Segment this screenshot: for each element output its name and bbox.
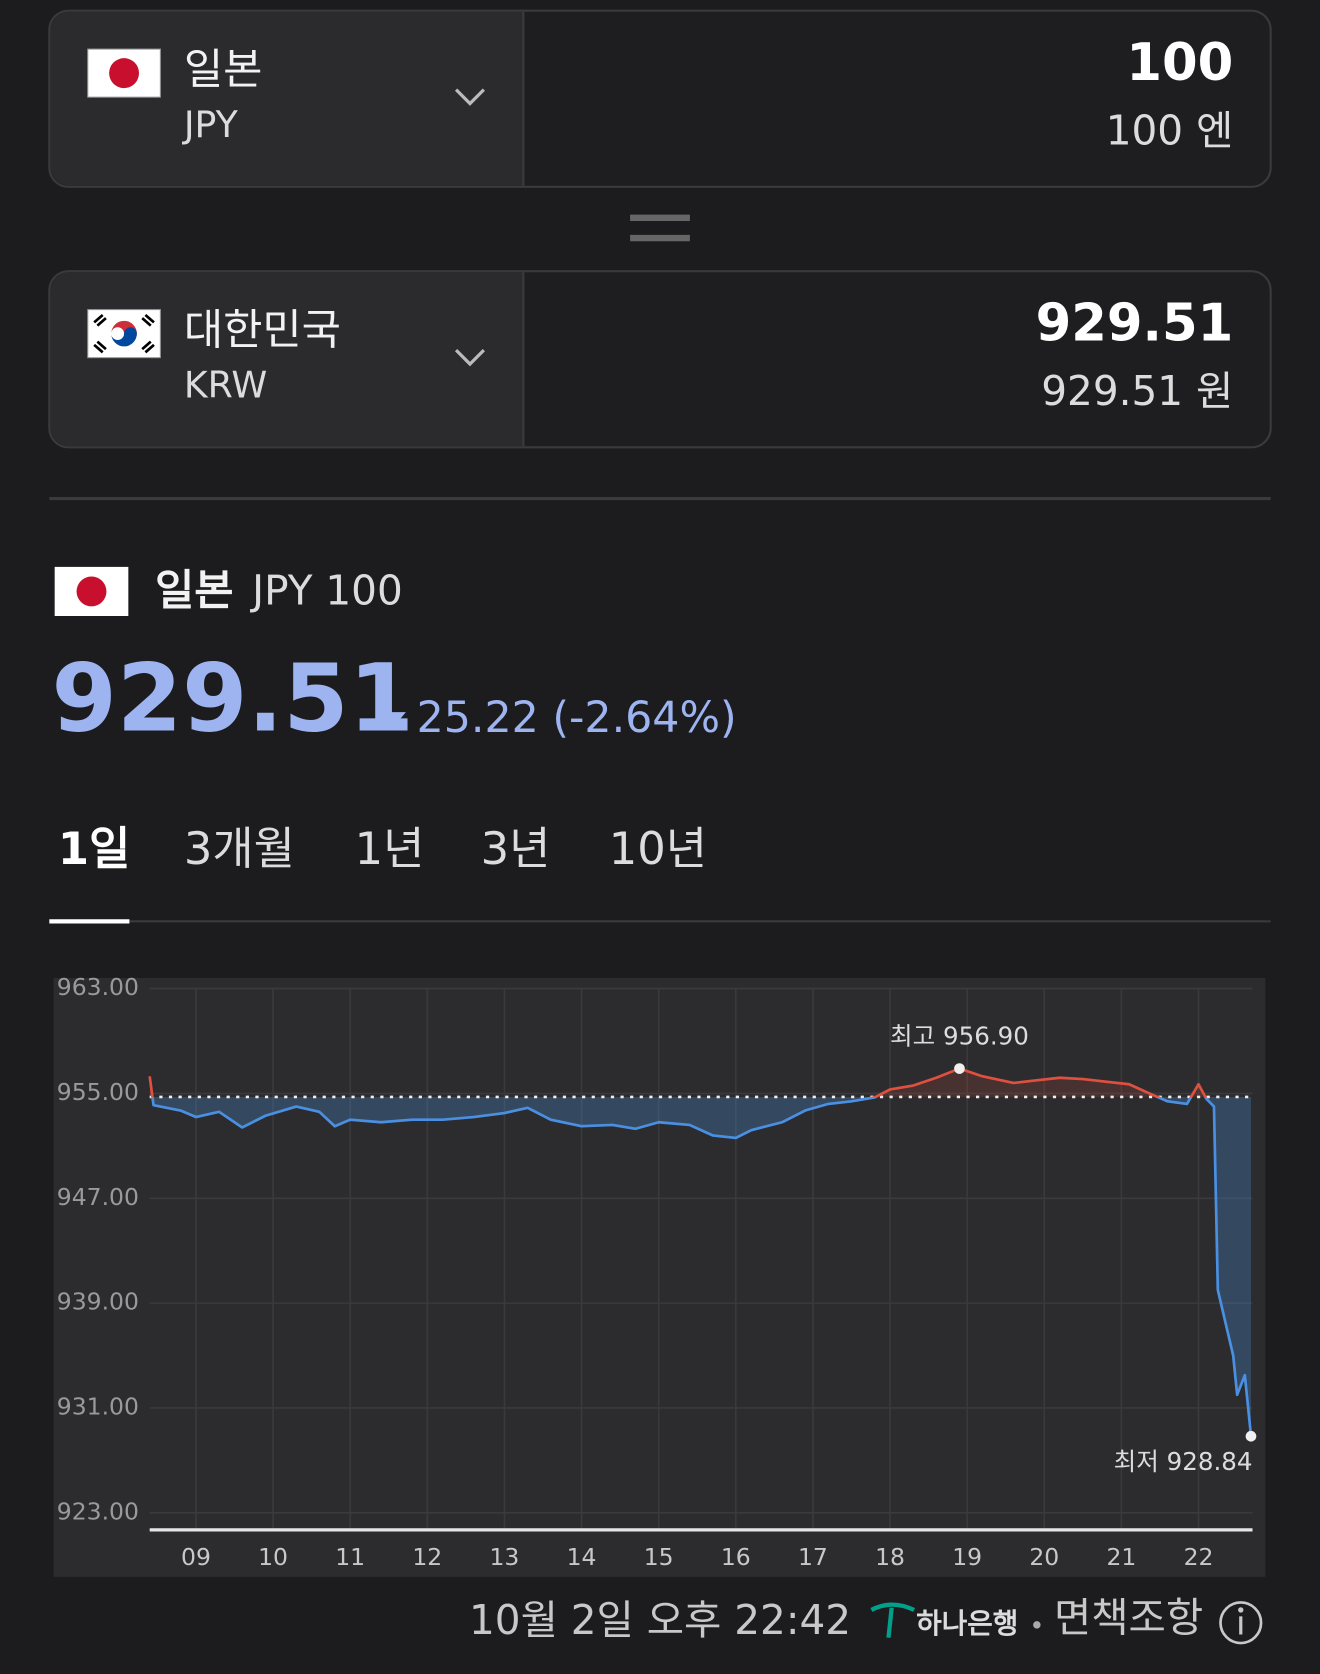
tab[interactable]: 3개월 (184, 822, 295, 875)
x-tick-label: 19 (952, 1543, 982, 1571)
to-box[interactable]: 대한민국 KRW 929.51 929.51 원 (48, 270, 1272, 449)
x-tick-label: 20 (1029, 1543, 1059, 1571)
x-tick-label: 17 (798, 1543, 828, 1571)
y-tick-label: 923.00 (57, 1497, 139, 1525)
line (148, 1067, 1253, 1437)
chevron (454, 349, 485, 367)
y-tick-label: 939.00 (57, 1288, 139, 1316)
from-box[interactable]: 일본 JPY 100 100 엔 (48, 9, 1272, 188)
flag-jp-sun (76, 576, 107, 607)
x-tick-label: 10 (258, 1543, 288, 1571)
y-tick-label: 955.00 (57, 1078, 139, 1106)
extreme-point (1245, 1430, 1257, 1442)
y-tick-label: 947.00 (57, 1183, 139, 1211)
amount[interactable]: 100 (1126, 33, 1233, 93)
currency-selector[interactable] (50, 272, 524, 447)
code: KRW (184, 364, 267, 407)
summary-change: 25.22 (-2.64%) (417, 693, 737, 743)
x-tick-label: 14 (567, 1543, 597, 1571)
country: 일본 (184, 45, 263, 95)
summary-rate: 929.51 (51, 644, 414, 753)
x-tick-label: 13 (490, 1543, 520, 1571)
extreme-point (954, 1063, 965, 1074)
annotation: 최저 928.84 (1114, 1447, 1253, 1476)
bank-logo (870, 1602, 916, 1638)
summary-unit: JPY 100 (249, 567, 403, 615)
y-tick-label: 931.00 (57, 1392, 139, 1420)
bank-name: 하나은행 (916, 1607, 1018, 1640)
flag-kr-blue (111, 327, 137, 347)
x-tick-label: 15 (644, 1543, 674, 1571)
y-tick-label: 963.00 (57, 973, 139, 1001)
area (149, 1068, 1252, 1437)
info-icon[interactable] (1219, 1601, 1263, 1645)
timestamp: 10월 2일 오후 22:42 (469, 1596, 851, 1644)
currency-selector[interactable] (50, 11, 524, 186)
amount-text: 100 엔 (1106, 106, 1234, 154)
tab[interactable]: 1일 (58, 822, 130, 875)
amount[interactable]: 929.51 (1036, 294, 1234, 354)
amount-text: 929.51 원 (1041, 367, 1233, 415)
x-tick-label: 22 (1184, 1543, 1214, 1571)
flag-kr-trigrams (93, 313, 155, 354)
flag-jp-sun (109, 58, 140, 89)
x-tick-label: 12 (412, 1543, 442, 1571)
x-tick-label: 11 (335, 1543, 365, 1571)
code: JPY (182, 103, 239, 146)
down-arrow (384, 712, 406, 725)
annotation: 최고 956.90 (890, 1022, 1029, 1051)
x-tick-label: 18 (875, 1543, 905, 1571)
disclaimer[interactable]: 면책조항 (1054, 1594, 1203, 1642)
chart: 963.00 955.00 947.00 939.00 931.00 923.00 09 10… (57, 973, 1257, 1571)
x-tick-label: 09 (181, 1543, 211, 1571)
country: 대한민국 (184, 306, 341, 356)
x-tick-label: 21 (1106, 1543, 1136, 1571)
separator-dot (1033, 1621, 1041, 1629)
tab[interactable]: 10년 (609, 822, 707, 875)
tab[interactable]: 1년 (355, 822, 425, 875)
summary-country: 일본 (155, 566, 234, 616)
chevron (454, 88, 485, 106)
x-tick-label: 16 (721, 1543, 751, 1571)
tab[interactable]: 3년 (481, 822, 551, 875)
